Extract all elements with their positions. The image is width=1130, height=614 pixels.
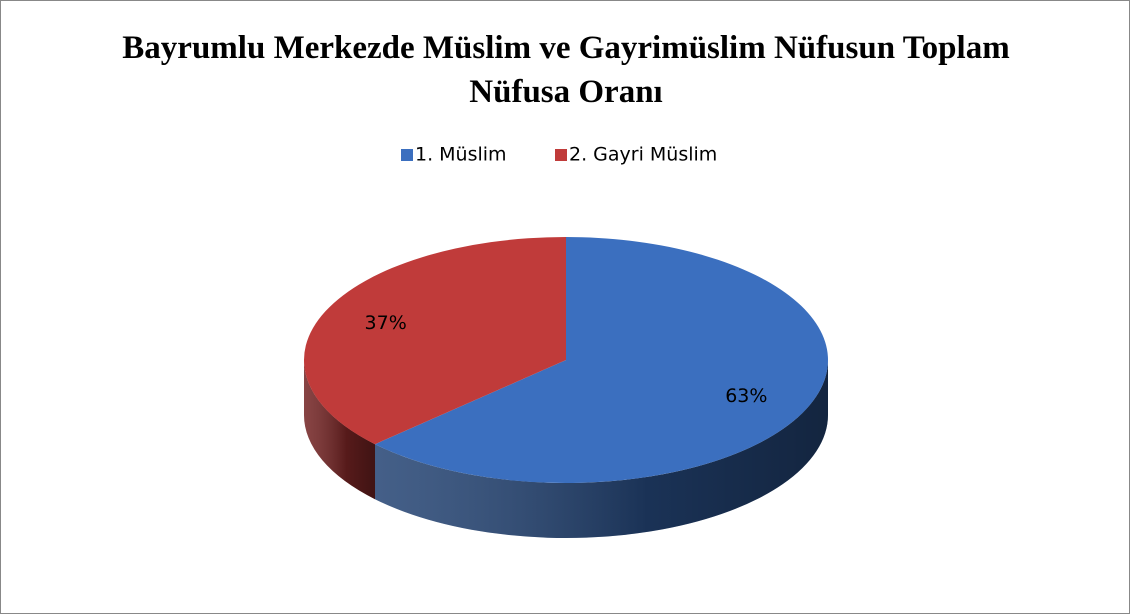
slice: [303, 237, 566, 445]
legend-swatch: [555, 149, 567, 161]
data-label: 63%: [725, 385, 767, 407]
legend-label: 2. Gayri Müslim: [569, 144, 717, 166]
data-label: 37%: [365, 312, 407, 334]
slice-side-shade: [375, 360, 828, 539]
legend-label: 1. Müslim: [415, 144, 507, 166]
legend-swatch: [401, 149, 413, 161]
chart-title: Bayrumlu Merkezde Müslim ve Gayrimüslim …: [122, 30, 1010, 110]
slice: [375, 237, 828, 483]
slice-side-shade: [304, 360, 376, 500]
